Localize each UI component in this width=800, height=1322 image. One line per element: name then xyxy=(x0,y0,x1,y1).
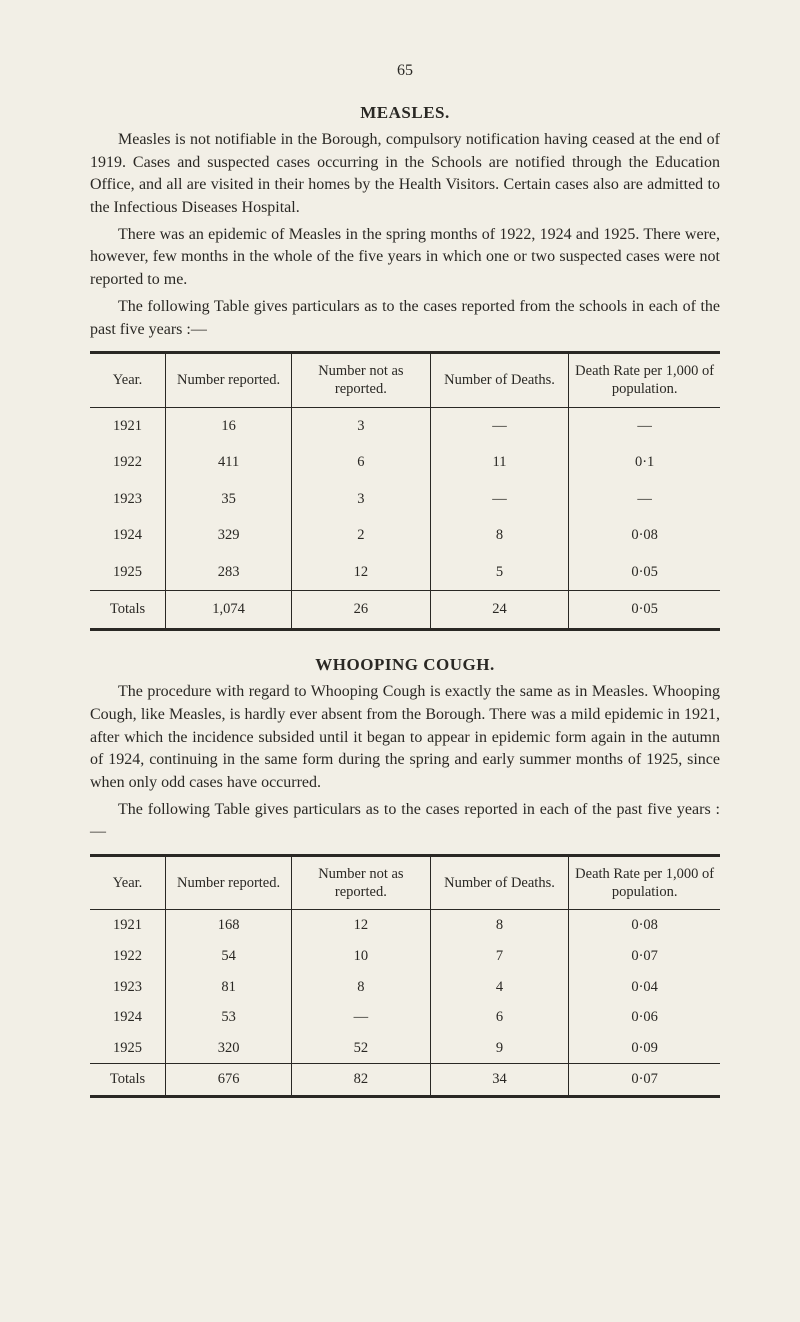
table-cell: — xyxy=(430,407,569,444)
col-deaths: Number of Deaths. xyxy=(430,856,569,910)
table-cell: 1921 xyxy=(90,407,166,444)
page-number: 65 xyxy=(90,60,720,83)
table-cell: 24 xyxy=(430,591,569,630)
measles-para-2: There was an epidemic of Measles in the … xyxy=(90,224,720,292)
measles-para-3: The following Table gives particulars as… xyxy=(90,296,720,341)
table-cell: 0·05 xyxy=(569,591,720,630)
table-cell: 35 xyxy=(166,481,292,518)
table-cell: 54 xyxy=(166,941,292,972)
table-cell: 1922 xyxy=(90,444,166,481)
col-deaths: Number of Deaths. xyxy=(430,353,569,407)
table-header-row: Year. Number reported. Number not as rep… xyxy=(90,353,720,407)
table-header-row: Year. Number reported. Number not as rep… xyxy=(90,856,720,910)
table-cell: 1922 xyxy=(90,941,166,972)
table-cell: 1923 xyxy=(90,972,166,1003)
table-cell: 8 xyxy=(430,910,569,941)
table-cell: 10 xyxy=(292,941,431,972)
table-cell: 2 xyxy=(292,517,431,554)
whooping-para-2: The following Table gives particulars as… xyxy=(90,799,720,844)
table-totals-row: Totals67682340·07 xyxy=(90,1064,720,1097)
table-cell: 12 xyxy=(292,554,431,591)
col-not-as-reported: Number not as reported. xyxy=(292,856,431,910)
table-cell: 6 xyxy=(430,1002,569,1033)
table-cell: 7 xyxy=(430,941,569,972)
table-cell: 12 xyxy=(292,910,431,941)
table-cell: Totals xyxy=(90,591,166,630)
table-cell: 411 xyxy=(166,444,292,481)
table-cell: 6 xyxy=(292,444,431,481)
table-cell: — xyxy=(569,481,720,518)
table-row: 19252831250·05 xyxy=(90,554,720,591)
table-cell: 1924 xyxy=(90,1002,166,1033)
col-death-rate: Death Rate per 1,000 of population. xyxy=(569,856,720,910)
table-cell: 82 xyxy=(292,1064,431,1097)
measles-table: Year. Number reported. Number not as rep… xyxy=(90,351,720,631)
col-not-as-reported: Number not as reported. xyxy=(292,353,431,407)
col-year: Year. xyxy=(90,353,166,407)
table-cell: — xyxy=(569,407,720,444)
table-cell: 52 xyxy=(292,1033,431,1064)
table-cell: 5 xyxy=(430,554,569,591)
table-cell: 26 xyxy=(292,591,431,630)
table-row: 1923353—— xyxy=(90,481,720,518)
table-cell: 4 xyxy=(430,972,569,1003)
table-cell: 11 xyxy=(430,444,569,481)
table-row: 1922541070·07 xyxy=(90,941,720,972)
whooping-para-1: The procedure with regard to Whooping Co… xyxy=(90,681,720,795)
table-cell: 34 xyxy=(430,1064,569,1097)
table-cell: 3 xyxy=(292,481,431,518)
table-cell: 53 xyxy=(166,1002,292,1033)
table-totals-row: Totals1,07426240·05 xyxy=(90,591,720,630)
table-cell: 8 xyxy=(292,972,431,1003)
table-cell: 0·05 xyxy=(569,554,720,591)
table-cell: 0·04 xyxy=(569,972,720,1003)
whooping-heading: WHOOPING COUGH. xyxy=(90,653,720,677)
measles-para-1: Measles is not notifiable in the Borough… xyxy=(90,129,720,220)
measles-heading: MEASLES. xyxy=(90,101,720,125)
table-cell: 168 xyxy=(166,910,292,941)
whooping-table: Year. Number reported. Number not as rep… xyxy=(90,854,720,1098)
col-reported: Number reported. xyxy=(166,353,292,407)
table-cell: 0·09 xyxy=(569,1033,720,1064)
table-row: 192381840·04 xyxy=(90,972,720,1003)
table-cell: 0·1 xyxy=(569,444,720,481)
table-cell: 1921 xyxy=(90,910,166,941)
table-cell: 1925 xyxy=(90,554,166,591)
table-cell: 676 xyxy=(166,1064,292,1097)
table-cell: 320 xyxy=(166,1033,292,1064)
table-row: 1924329280·08 xyxy=(90,517,720,554)
table-cell: 1925 xyxy=(90,1033,166,1064)
table-cell: 283 xyxy=(166,554,292,591)
table-cell: Totals xyxy=(90,1064,166,1097)
table-cell: 1923 xyxy=(90,481,166,518)
table-cell: 3 xyxy=(292,407,431,444)
table-cell: 16 xyxy=(166,407,292,444)
table-row: 19211681280·08 xyxy=(90,910,720,941)
table-cell: 0·08 xyxy=(569,910,720,941)
table-cell: 1924 xyxy=(90,517,166,554)
col-year: Year. xyxy=(90,856,166,910)
table-cell: 81 xyxy=(166,972,292,1003)
table-cell: 329 xyxy=(166,517,292,554)
table-row: 19224116110·1 xyxy=(90,444,720,481)
table-cell: — xyxy=(292,1002,431,1033)
table-cell: 1,074 xyxy=(166,591,292,630)
table-cell: — xyxy=(430,481,569,518)
table-cell: 0·07 xyxy=(569,1064,720,1097)
table-cell: 0·08 xyxy=(569,517,720,554)
col-reported: Number reported. xyxy=(166,856,292,910)
table-row: 1921163—— xyxy=(90,407,720,444)
table-cell: 8 xyxy=(430,517,569,554)
table-row: 192453—60·06 xyxy=(90,1002,720,1033)
table-cell: 9 xyxy=(430,1033,569,1064)
table-cell: 0·06 xyxy=(569,1002,720,1033)
table-cell: 0·07 xyxy=(569,941,720,972)
table-row: 19253205290·09 xyxy=(90,1033,720,1064)
col-death-rate: Death Rate per 1,000 of population. xyxy=(569,353,720,407)
